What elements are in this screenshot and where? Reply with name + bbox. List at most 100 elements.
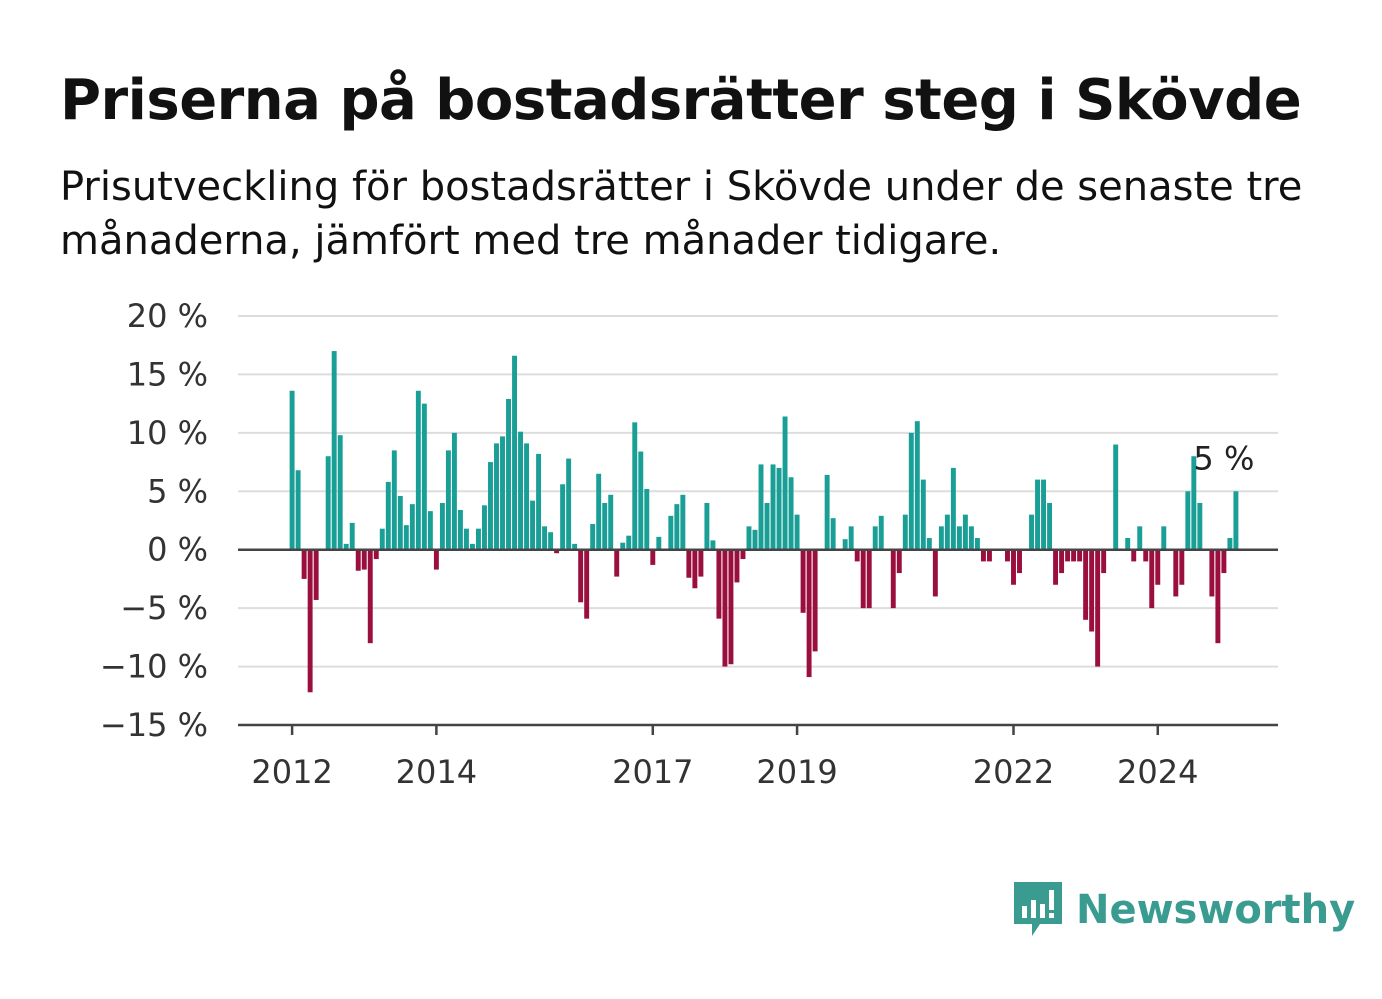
bar (914, 421, 920, 550)
bar (962, 514, 968, 550)
bar (1233, 491, 1239, 550)
bar (403, 525, 409, 550)
bar (632, 422, 638, 550)
bar (620, 542, 626, 550)
bar (908, 432, 914, 550)
x-tick-label: 2022 (973, 753, 1054, 791)
bar (421, 403, 427, 550)
bar (1215, 549, 1221, 644)
bar (728, 549, 734, 665)
bar (770, 464, 776, 550)
last-value-label: 5 % (1193, 439, 1254, 477)
bar (860, 549, 866, 609)
bar (1173, 549, 1179, 597)
bar (349, 522, 355, 550)
bar (578, 549, 584, 603)
bar (1005, 549, 1010, 562)
axes (238, 548, 1278, 735)
gridlines (238, 315, 1278, 668)
bar (439, 502, 445, 550)
bar (626, 535, 632, 550)
bar (1047, 502, 1053, 550)
x-tick-label: 2024 (1117, 753, 1198, 791)
bar (824, 474, 830, 550)
bar (1113, 444, 1119, 550)
bar (1161, 526, 1167, 550)
bar (1131, 549, 1137, 562)
bar (548, 532, 554, 550)
bar (445, 450, 451, 550)
bar (536, 453, 542, 550)
bar (313, 549, 319, 600)
bar (704, 502, 710, 550)
bar (638, 451, 644, 550)
bar (433, 549, 439, 570)
bar (409, 504, 415, 550)
bar (1209, 549, 1215, 597)
bar (716, 549, 722, 619)
bar (968, 526, 974, 550)
bar-chart: 20 % 15 % 10 % 5 % 0 % −5 % −10 % −15 % 2012 2014… (100, 297, 1278, 791)
bar (896, 549, 902, 574)
bar (506, 398, 511, 550)
bar (686, 549, 692, 578)
bar (674, 504, 680, 550)
y-tick-label: 20 % (127, 297, 208, 335)
bar (385, 481, 391, 550)
bar (343, 543, 349, 550)
bar (1017, 549, 1022, 574)
bar (878, 515, 884, 550)
bar (974, 538, 980, 550)
bar (367, 549, 373, 644)
x-tick-label: 2014 (396, 753, 477, 791)
bar (1071, 549, 1077, 562)
bar (289, 390, 295, 550)
y-tick-label: 10 % (127, 414, 208, 452)
bar (980, 549, 986, 562)
bar (692, 549, 698, 589)
chart-title: Priserna på bostadsrätter steg i Skövde (60, 68, 1302, 133)
bar (1137, 526, 1143, 550)
bar (1089, 549, 1095, 632)
bar (1035, 479, 1040, 550)
bar (1143, 549, 1149, 562)
bar (469, 543, 475, 550)
x-tick-label: 2019 (756, 753, 837, 791)
bar (866, 549, 872, 609)
bar (944, 514, 950, 550)
bar (758, 464, 764, 550)
y-tick-label: −15 % (100, 706, 208, 744)
bar (415, 390, 421, 550)
bar (680, 494, 686, 550)
bar (710, 540, 716, 550)
bar (1053, 549, 1059, 585)
bar (1125, 538, 1131, 550)
bar (902, 514, 908, 550)
bar (926, 538, 932, 550)
bar (1065, 549, 1071, 562)
bar (331, 351, 337, 550)
bar (476, 528, 481, 550)
x-tick-label: 2017 (612, 753, 693, 791)
bar (1083, 549, 1089, 620)
bar (373, 549, 379, 560)
bar (698, 549, 704, 577)
bar (572, 543, 578, 550)
bar (656, 536, 662, 550)
bar (752, 529, 758, 550)
bar (391, 450, 397, 550)
bar (890, 549, 896, 609)
bar (1185, 491, 1191, 550)
bar (920, 479, 926, 550)
bar (301, 549, 307, 579)
bar (554, 549, 560, 554)
bar (518, 431, 524, 550)
bar (307, 549, 313, 693)
bar (295, 470, 301, 550)
bar (1179, 549, 1185, 585)
y-tick-label: 5 % (147, 472, 208, 510)
bar (950, 467, 956, 550)
bar (764, 502, 770, 550)
bar (806, 549, 812, 678)
bar (1101, 549, 1107, 574)
